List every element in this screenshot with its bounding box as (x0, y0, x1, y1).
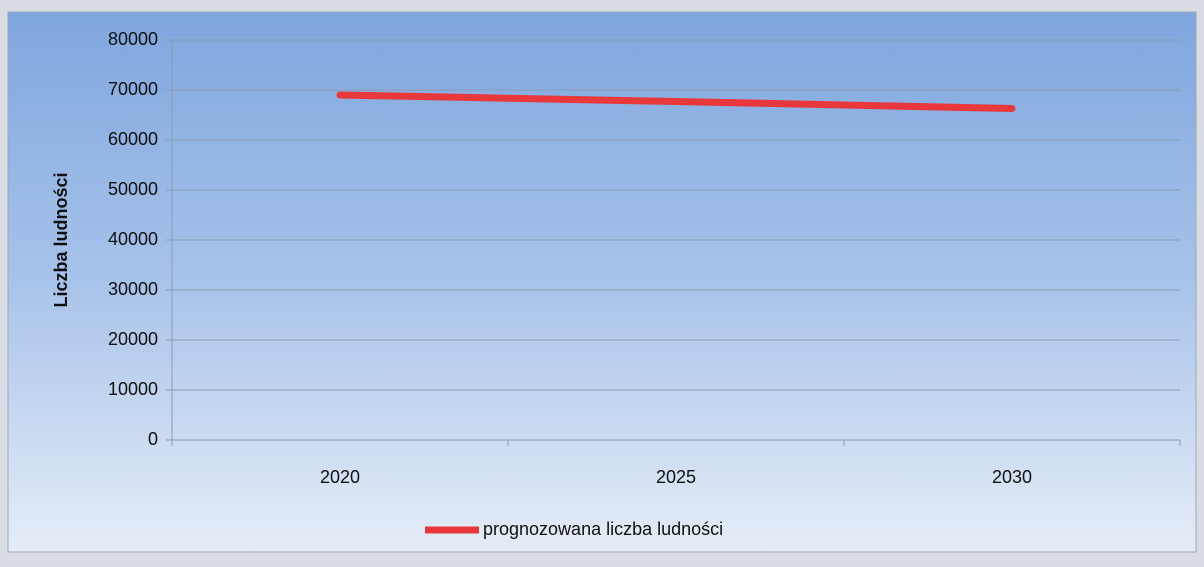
y-tick-label: 70000 (108, 79, 158, 99)
x-tick-label: 2025 (656, 467, 696, 487)
y-tick-label: 50000 (108, 179, 158, 199)
x-tick-label: 2030 (992, 467, 1032, 487)
legend-label: prognozowana liczba ludności (483, 519, 723, 539)
y-tick-label: 30000 (108, 279, 158, 299)
x-tick-label: 2020 (320, 467, 360, 487)
y-tick-label: 80000 (108, 29, 158, 49)
y-tick-label: 20000 (108, 329, 158, 349)
y-tick-label: 60000 (108, 129, 158, 149)
y-tick-label: 40000 (108, 229, 158, 249)
y-tick-label: 0 (148, 429, 158, 449)
y-tick-label: 10000 (108, 379, 158, 399)
y-axis-label: Liczba ludności (51, 172, 71, 307)
data-line (336, 91, 1016, 112)
